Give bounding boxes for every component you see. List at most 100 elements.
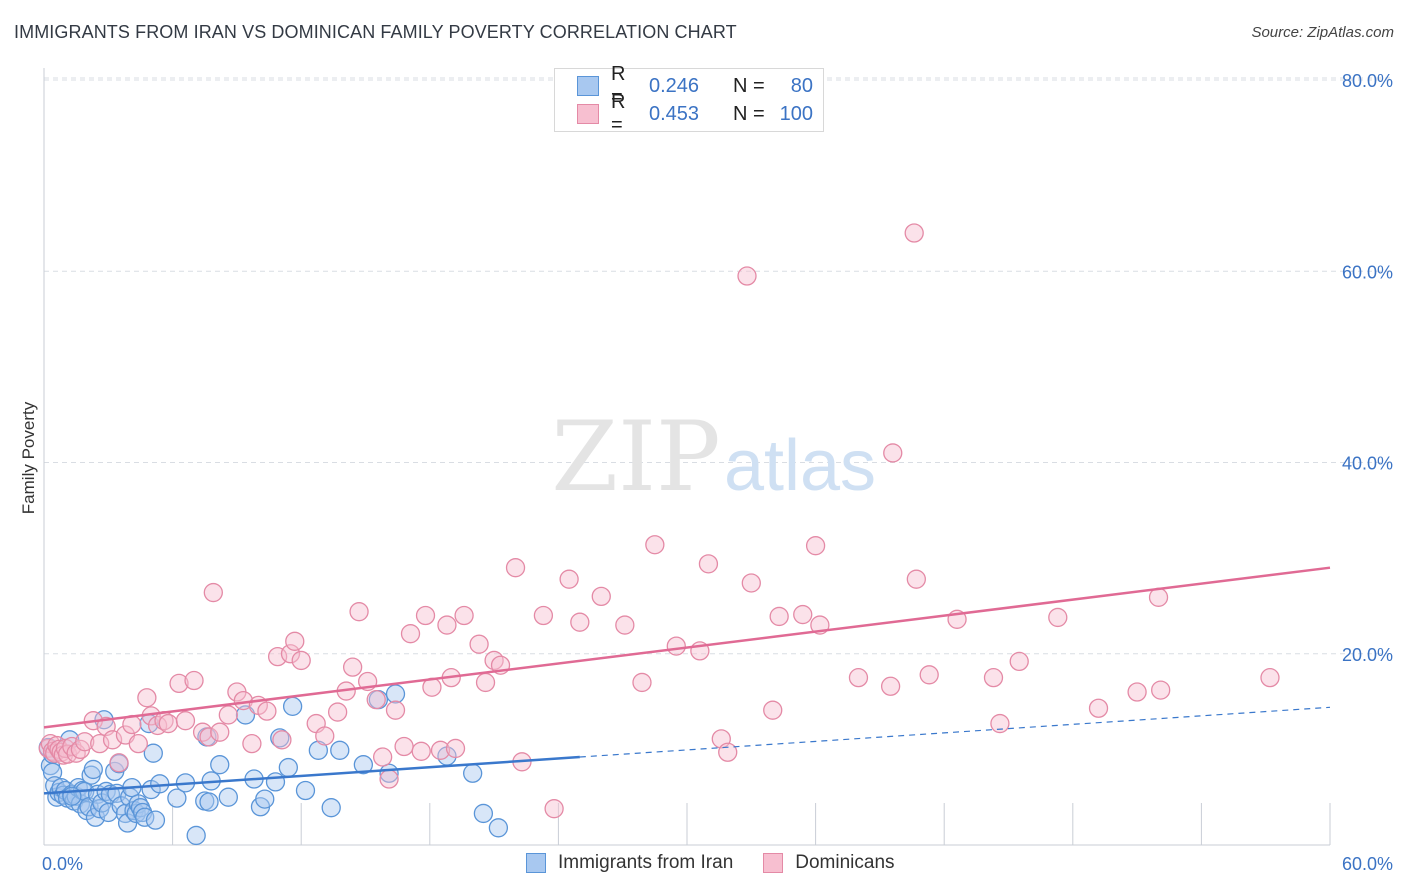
point-dominican — [904, 223, 924, 243]
legend-n-value: 100 — [779, 102, 813, 125]
point-dominican — [379, 769, 399, 789]
tick-layer: 20.0% 40.0% 60.0% 80.0% 0.0% 60.0% — [42, 71, 1393, 874]
point-iran — [330, 740, 350, 760]
point-dominican — [372, 747, 393, 767]
legend-label-iran: Immigrants from Iran — [558, 852, 734, 873]
x-tick-label: 60.0% — [1342, 854, 1393, 874]
point-dominican — [570, 612, 590, 632]
point-iran — [83, 759, 103, 780]
point-dominican — [128, 733, 148, 754]
point-dominican — [349, 602, 369, 622]
point-iran — [278, 757, 298, 778]
y-tick-label: 60.0% — [1342, 262, 1393, 282]
axis-layer — [43, 68, 1331, 846]
trendline-dominican — [43, 566, 1331, 729]
point-iran — [282, 696, 303, 716]
point-dominican — [158, 713, 178, 734]
point-dominican — [385, 700, 406, 720]
watermark-atlas: atlas — [724, 426, 876, 506]
point-iran — [295, 780, 316, 801]
point-dominican — [257, 701, 277, 721]
source-label: Source: ZipAtlas.com — [1251, 24, 1394, 41]
legend-item-dominican[interactable]: Dominicans — [763, 852, 895, 874]
point-dominican — [1048, 607, 1068, 628]
point-dominican — [199, 727, 219, 747]
legend-n-label: N = — [733, 102, 765, 125]
point-dominican — [437, 615, 457, 635]
trend-layer — [43, 566, 1331, 795]
point-dominican — [990, 713, 1010, 734]
point-dominican — [805, 536, 826, 556]
point-dominican — [242, 733, 262, 754]
point-dominican — [1127, 682, 1147, 702]
point-iran — [255, 789, 275, 809]
legend-r-label: R = — [611, 91, 626, 136]
point-iran — [145, 810, 166, 830]
point-iran — [210, 755, 230, 775]
point-dominican — [1088, 698, 1109, 718]
point-dominican — [411, 741, 431, 761]
point-dominican — [285, 631, 305, 651]
point-iran — [321, 798, 341, 818]
point-dominican — [769, 606, 789, 627]
y-tick-label: 20.0% — [1342, 645, 1393, 665]
legend-r-label: R = — [611, 63, 626, 108]
point-dominican — [505, 558, 526, 578]
point-dominican — [883, 443, 903, 463]
point-dominican — [793, 604, 813, 625]
point-dominican — [394, 736, 414, 757]
point-dominican — [400, 624, 421, 644]
point-dominican — [591, 586, 611, 607]
point-iran — [186, 825, 206, 846]
grid-layer — [44, 77, 1392, 655]
chart-title: IMMIGRANTS FROM IRAN VS DOMINICAN FAMILY… — [14, 22, 737, 42]
point-dominican — [342, 657, 363, 677]
point-dominican — [366, 690, 386, 710]
point-dominican — [469, 634, 489, 654]
legend-swatch-dominican — [577, 104, 599, 124]
point-dominican — [1148, 587, 1169, 607]
point-iran — [150, 774, 170, 794]
point-dominican — [272, 730, 292, 750]
legend-row-iran: R = 0.246 N = 80 — [577, 63, 813, 108]
point-dominican — [430, 740, 451, 760]
point-dominican — [1151, 680, 1171, 700]
point-dominican — [666, 636, 686, 656]
point-dominican — [919, 665, 939, 685]
point-iran — [143, 743, 163, 763]
point-dominican — [1009, 651, 1029, 672]
point-dominican — [445, 738, 466, 759]
point-dominican — [848, 668, 869, 688]
trendline-iran — [43, 755, 580, 795]
point-dominican — [906, 569, 926, 589]
watermark-zip: ZIP — [551, 401, 720, 513]
watermark: ZIP atlas — [551, 401, 876, 513]
correlation-legend: R = 0.246 N = 80 R = 0.453 N = 100 — [554, 63, 824, 136]
point-dominican — [533, 605, 554, 626]
point-dominican — [475, 672, 496, 693]
point-dominican — [880, 676, 901, 696]
point-dominican — [645, 535, 665, 555]
point-dominican — [169, 673, 189, 694]
point-dominican — [737, 266, 757, 286]
point-iran — [473, 803, 494, 824]
point-iran — [265, 772, 286, 792]
point-dominican — [983, 668, 1004, 688]
trendline-iran-projection — [579, 706, 1331, 758]
point-iran — [199, 792, 219, 812]
point-iran — [218, 787, 238, 807]
point-dominican — [698, 554, 719, 574]
legend-swatch-iran — [577, 76, 599, 96]
legend-item-iran[interactable]: Immigrants from Iran — [526, 852, 733, 874]
x-tick-label: 0.0% — [42, 854, 83, 874]
point-dominican — [315, 726, 335, 746]
point-dominican — [1260, 668, 1280, 688]
point-dominican — [741, 573, 761, 593]
point-iran — [353, 755, 374, 775]
point-dominican — [632, 672, 652, 693]
legend-n-label: N = — [733, 74, 765, 97]
point-dominican — [415, 605, 436, 626]
point-dominican — [203, 582, 223, 603]
point-dominican — [184, 670, 204, 691]
